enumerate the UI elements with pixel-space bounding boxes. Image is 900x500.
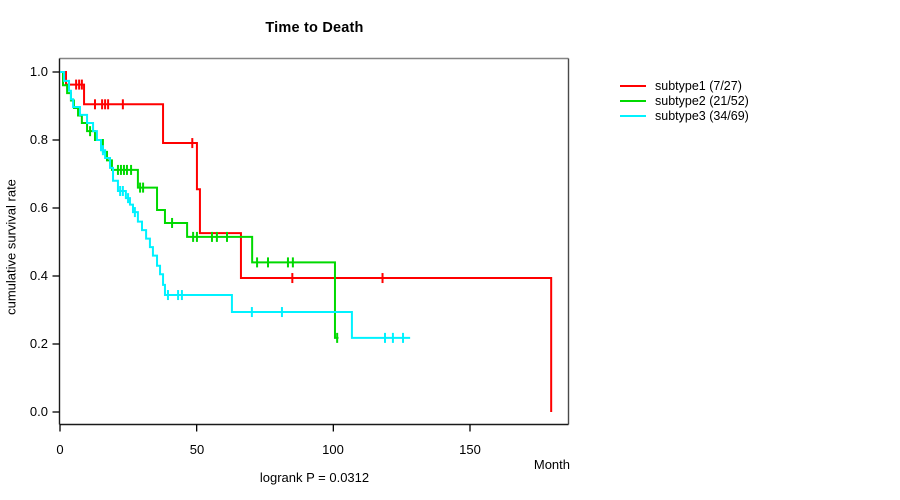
- legend-line-swatch: [620, 99, 646, 102]
- survival-curve-subtype1: [60, 71, 553, 412]
- logrank-pvalue: logrank P = 0.0312: [259, 470, 370, 485]
- legend-label: subtype1 (7/27): [655, 78, 742, 93]
- chart-title: Time to Death: [265, 20, 364, 36]
- y-tick-label: 0.8: [29, 132, 48, 147]
- y-tick-label: 0.6: [29, 200, 48, 215]
- x-tick-label: 100: [322, 442, 344, 457]
- x-tick-label: 50: [189, 442, 205, 457]
- y-tick-label: 0.2: [29, 336, 48, 351]
- legend-item: subtype1 (7/27): [620, 78, 749, 93]
- x-tick-label: 0: [56, 442, 64, 457]
- y-tick-label: 0.4: [29, 268, 48, 283]
- x-tick-label: 150: [459, 442, 481, 457]
- legend-label: subtype3 (34/69): [655, 108, 749, 123]
- survival-curve-subtype3: [60, 71, 411, 339]
- y-tick-label: 1.0: [29, 64, 48, 79]
- legend-item: subtype2 (21/52): [620, 93, 749, 108]
- legend: subtype1 (7/27) subtype2 (21/52) subtype…: [620, 78, 749, 123]
- legend-label: subtype2 (21/52): [655, 93, 749, 108]
- legend-line-swatch: [620, 114, 646, 117]
- legend-line-swatch: [620, 84, 646, 87]
- y-tick-label: 0.0: [29, 404, 48, 419]
- x-axis-label: Month: [533, 457, 570, 472]
- legend-item: subtype3 (34/69): [620, 108, 749, 123]
